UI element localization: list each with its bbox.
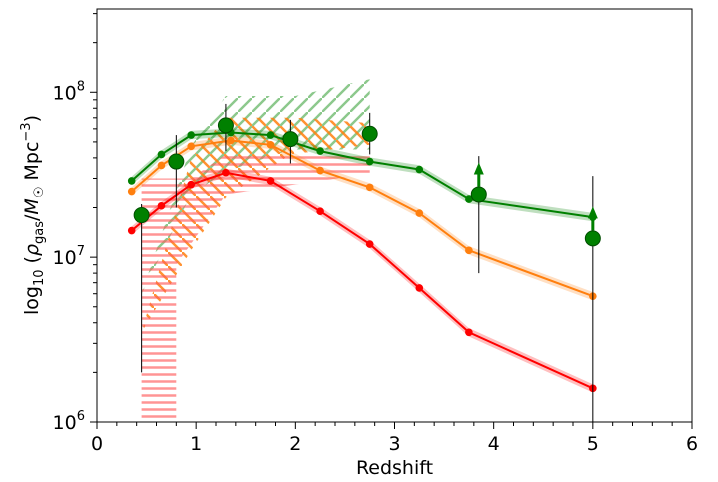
y-title-rho-sub: gas bbox=[32, 221, 47, 244]
svg-text:log10 (ρgas/M☉Mpc−3): log10 (ρgas/M☉Mpc−3) bbox=[19, 115, 47, 315]
series-point-2-6 bbox=[365, 240, 374, 248]
series-point-2-8 bbox=[465, 328, 473, 337]
x-tick-label: 0 bbox=[91, 433, 103, 455]
series-point-0-0 bbox=[127, 177, 136, 185]
x-tick-label: 1 bbox=[190, 433, 202, 455]
series-point-0-4 bbox=[266, 131, 275, 139]
hatch-region-2 bbox=[141, 154, 370, 422]
series-point-2-1 bbox=[157, 201, 166, 210]
series-point-2-4 bbox=[266, 177, 275, 185]
y-tick-label: 108 bbox=[53, 79, 85, 104]
series-point-1-7 bbox=[415, 209, 424, 217]
observation-marker-1 bbox=[168, 153, 185, 170]
observation-marker-6 bbox=[584, 230, 601, 247]
limit-arrow-head-5 bbox=[473, 162, 484, 175]
y-axis-title: log10 (ρgas/M☉Mpc−3) bbox=[19, 115, 47, 315]
observation-marker-5 bbox=[470, 186, 487, 203]
series-point-2-3 bbox=[222, 168, 230, 177]
limit-arrow-head-6 bbox=[587, 206, 598, 219]
y-title-mass-sub: ☉ bbox=[32, 187, 47, 199]
series-point-0-5 bbox=[316, 147, 324, 155]
x-tick-label: 4 bbox=[488, 433, 500, 455]
hatch-regions bbox=[141, 79, 370, 422]
series-point-0-8 bbox=[465, 195, 473, 203]
series-point-1-6 bbox=[365, 183, 374, 192]
x-tick-label: 3 bbox=[388, 433, 400, 455]
y-title-unit: Mpc bbox=[21, 142, 43, 181]
series-point-0-6 bbox=[365, 157, 374, 166]
x-tick-label: 5 bbox=[587, 433, 599, 455]
series-point-2-7 bbox=[415, 284, 424, 292]
x-tick-label: 6 bbox=[686, 433, 698, 455]
series-point-0-2 bbox=[187, 131, 196, 139]
observation-marker-0 bbox=[133, 207, 150, 224]
y-title-rho: ρ bbox=[21, 244, 43, 256]
series-band-1 bbox=[131, 136, 593, 301]
y-title-log-base: 10 bbox=[32, 269, 47, 286]
series-point-1-2 bbox=[187, 142, 196, 151]
series-point-2-5 bbox=[316, 207, 324, 215]
series-point-2-2 bbox=[187, 180, 196, 189]
series-point-1-3 bbox=[227, 136, 235, 145]
y-tick-label: 106 bbox=[53, 409, 85, 434]
series-point-1-0 bbox=[127, 187, 136, 196]
y-title-log: log bbox=[21, 286, 43, 315]
y-title-unit-exp: −3 bbox=[19, 122, 34, 141]
y-title-mass: M bbox=[21, 198, 43, 214]
observation-marker-3 bbox=[282, 131, 299, 148]
series-point-1-4 bbox=[266, 141, 275, 149]
x-tick-label: 2 bbox=[289, 433, 301, 455]
y-tick-label: 107 bbox=[53, 244, 85, 269]
observation-markers bbox=[133, 117, 601, 247]
series-point-1-5 bbox=[316, 166, 324, 175]
x-axis-title: Redshift bbox=[356, 457, 433, 479]
observation-marker-4 bbox=[361, 125, 378, 142]
series-point-1-1 bbox=[157, 161, 166, 170]
series-point-0-7 bbox=[415, 165, 424, 174]
series-point-1-8 bbox=[465, 246, 473, 255]
hatch-region-1 bbox=[141, 117, 370, 333]
series-point-0-1 bbox=[157, 150, 166, 159]
y-axis: 106 107 108 bbox=[53, 13, 97, 434]
series-point-2-0 bbox=[127, 226, 136, 235]
x-axis: 0 1 2 3 4 5 6 bbox=[91, 422, 698, 455]
observation-marker-2 bbox=[217, 117, 234, 134]
